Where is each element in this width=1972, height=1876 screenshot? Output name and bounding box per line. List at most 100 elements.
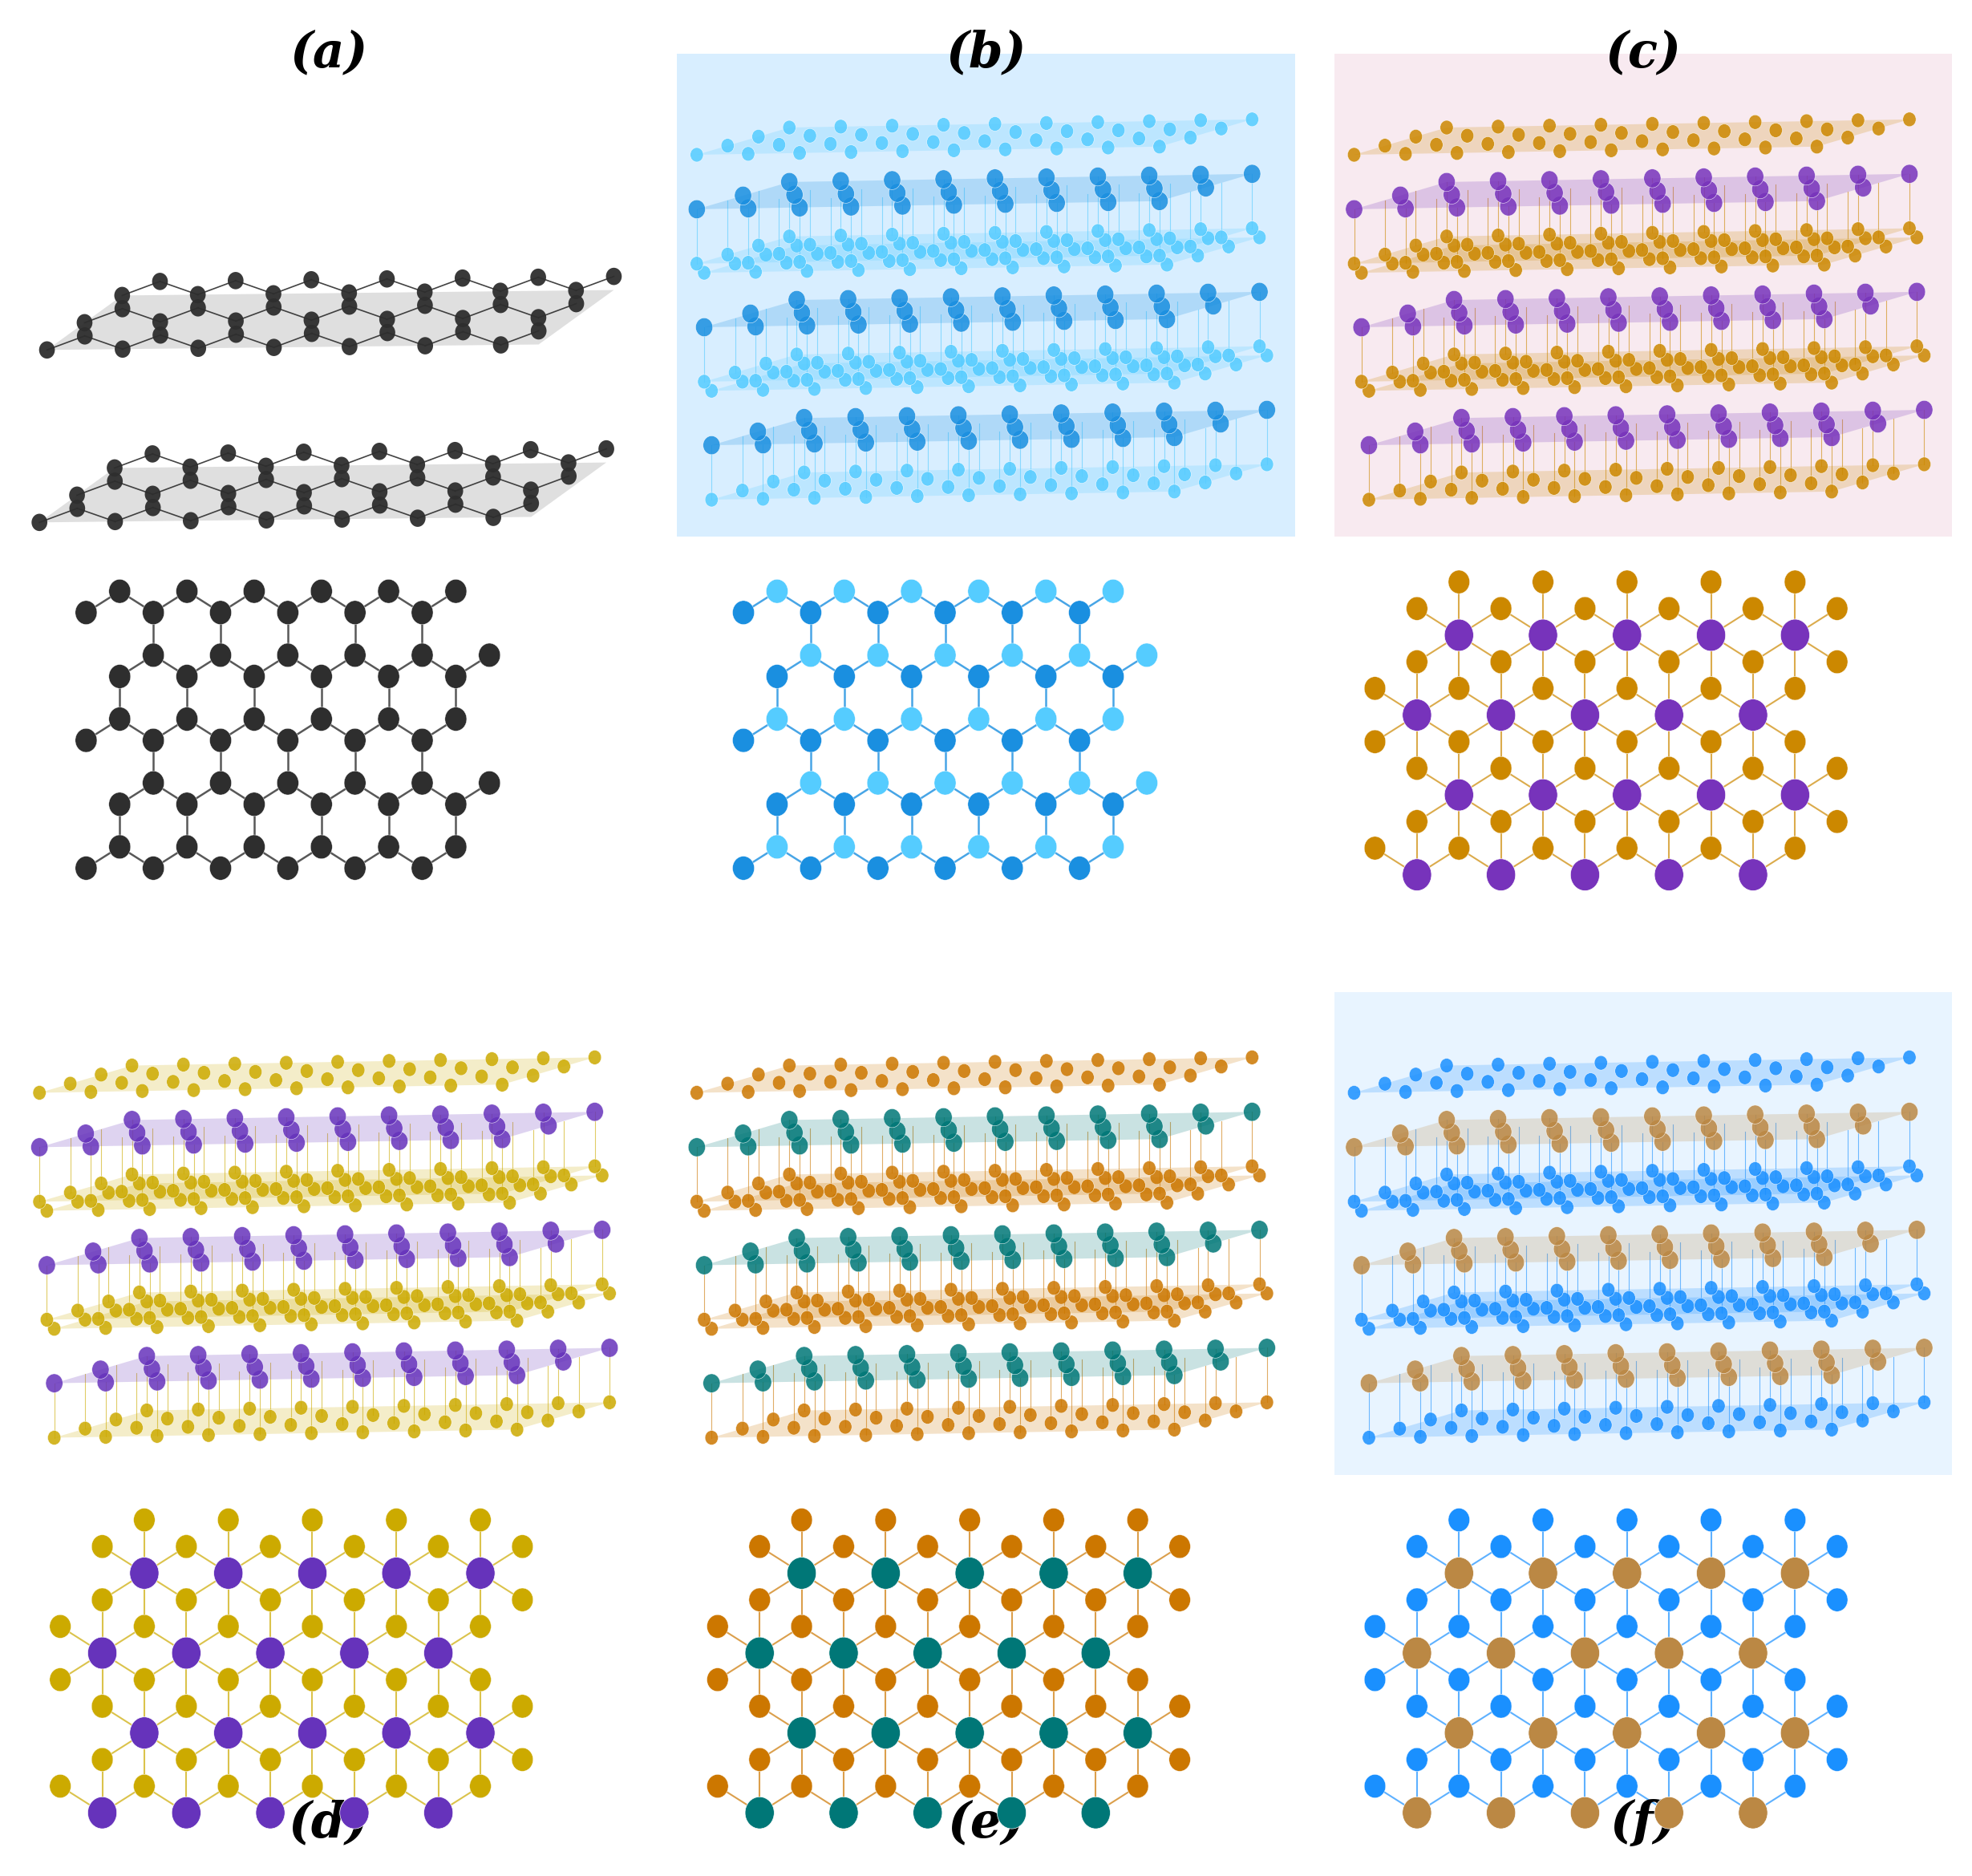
Circle shape (1623, 1182, 1635, 1197)
Circle shape (1509, 371, 1522, 386)
Circle shape (1700, 837, 1722, 859)
Circle shape (91, 1203, 105, 1218)
Circle shape (1207, 401, 1225, 420)
Circle shape (428, 1589, 450, 1611)
Circle shape (1416, 248, 1430, 263)
Circle shape (594, 1221, 611, 1240)
Circle shape (1465, 492, 1479, 505)
Polygon shape (696, 1058, 1252, 1094)
Circle shape (1726, 1289, 1737, 1304)
Circle shape (296, 497, 312, 514)
Circle shape (432, 1105, 450, 1124)
Circle shape (1658, 810, 1680, 833)
Circle shape (988, 1054, 1002, 1069)
Circle shape (883, 171, 901, 189)
Circle shape (755, 1373, 771, 1392)
Polygon shape (712, 463, 1266, 499)
Circle shape (1871, 1060, 1885, 1073)
Circle shape (1682, 360, 1694, 375)
Circle shape (1617, 1615, 1637, 1638)
Circle shape (191, 340, 207, 356)
Circle shape (1447, 1508, 1469, 1531)
Circle shape (901, 792, 923, 816)
Circle shape (390, 1172, 402, 1186)
Circle shape (1363, 1321, 1376, 1336)
Circle shape (1006, 261, 1020, 274)
Circle shape (424, 1638, 454, 1670)
Circle shape (1106, 1289, 1120, 1304)
Circle shape (1564, 236, 1578, 250)
Circle shape (1396, 1137, 1414, 1156)
Circle shape (1154, 248, 1165, 263)
Circle shape (343, 1343, 361, 1362)
Circle shape (1406, 1535, 1428, 1559)
Circle shape (1708, 141, 1722, 156)
Circle shape (1014, 1426, 1027, 1439)
Circle shape (1737, 131, 1751, 146)
Circle shape (1658, 810, 1680, 833)
Circle shape (1106, 311, 1124, 330)
Circle shape (239, 1191, 252, 1204)
Circle shape (1002, 771, 1023, 795)
Circle shape (367, 1407, 381, 1422)
Circle shape (310, 792, 331, 816)
Circle shape (294, 1291, 308, 1306)
Circle shape (444, 1236, 461, 1255)
Circle shape (921, 471, 935, 486)
Circle shape (1708, 1079, 1722, 1094)
Circle shape (209, 643, 231, 668)
Circle shape (1706, 193, 1724, 212)
Circle shape (1213, 1353, 1229, 1371)
Circle shape (1503, 302, 1518, 321)
Circle shape (1513, 1174, 1524, 1189)
Circle shape (1739, 1797, 1767, 1829)
Circle shape (1438, 1193, 1449, 1208)
Circle shape (540, 1413, 554, 1428)
Circle shape (978, 1180, 992, 1195)
Circle shape (1751, 180, 1769, 199)
Circle shape (513, 1178, 527, 1193)
Circle shape (901, 1251, 919, 1270)
Circle shape (1653, 343, 1666, 358)
Circle shape (722, 248, 734, 263)
Circle shape (1140, 358, 1154, 373)
Circle shape (832, 1748, 854, 1771)
Circle shape (1871, 122, 1885, 135)
Circle shape (895, 1240, 913, 1259)
Circle shape (1674, 1291, 1686, 1304)
Circle shape (1656, 251, 1668, 266)
Circle shape (1554, 144, 1566, 158)
Circle shape (767, 664, 789, 688)
Circle shape (1142, 223, 1156, 238)
Circle shape (1491, 120, 1505, 133)
Circle shape (1702, 1225, 1720, 1244)
Circle shape (1457, 422, 1475, 441)
Circle shape (1461, 1066, 1473, 1081)
Circle shape (773, 1075, 785, 1090)
Circle shape (893, 197, 911, 216)
Circle shape (1700, 837, 1722, 859)
Circle shape (1708, 1236, 1726, 1255)
Circle shape (412, 728, 434, 752)
Circle shape (406, 1368, 422, 1386)
Circle shape (343, 1589, 365, 1611)
Circle shape (1004, 353, 1016, 368)
Circle shape (1096, 285, 1114, 304)
Circle shape (889, 371, 903, 386)
Circle shape (225, 1191, 239, 1206)
Circle shape (176, 664, 197, 688)
Circle shape (1726, 1180, 1737, 1195)
Circle shape (290, 1238, 308, 1257)
Circle shape (791, 238, 803, 253)
Circle shape (1700, 1668, 1722, 1692)
Circle shape (1163, 1169, 1177, 1184)
Circle shape (749, 1360, 767, 1379)
Circle shape (1558, 463, 1572, 478)
Circle shape (986, 251, 998, 266)
Circle shape (1457, 1311, 1471, 1324)
Circle shape (461, 1289, 475, 1302)
Circle shape (1548, 1418, 1560, 1433)
Circle shape (321, 1180, 333, 1195)
Circle shape (1150, 233, 1163, 246)
Circle shape (1085, 1748, 1106, 1771)
